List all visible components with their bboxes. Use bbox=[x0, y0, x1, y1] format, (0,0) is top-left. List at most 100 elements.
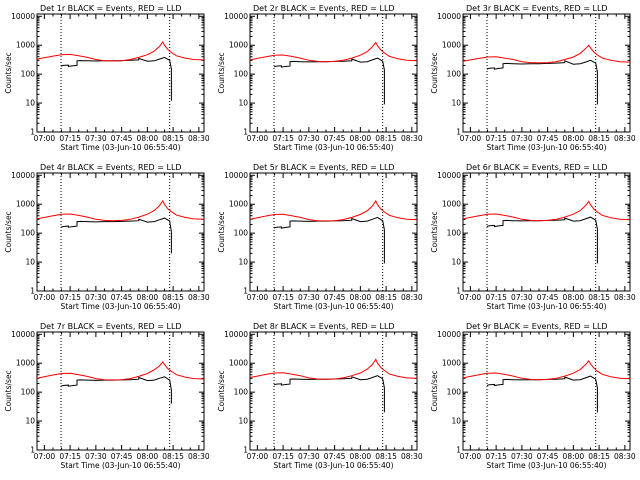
x-tick-label: 08:00 bbox=[350, 452, 372, 461]
x-tick-label: 07:15 bbox=[485, 452, 507, 461]
x-tick-label: 07:30 bbox=[298, 134, 320, 143]
y-axis-label: Counts/sec bbox=[430, 370, 439, 411]
y-axis-label: Counts/sec bbox=[217, 211, 226, 252]
panel-title: Det 5r BLACK = Events, RED = LLD bbox=[253, 163, 395, 172]
y-tick-label: 10 bbox=[451, 258, 461, 267]
y-axis-label: Counts/sec bbox=[217, 370, 226, 411]
x-axis-label: Start Time (03-Jun-10 06:55:40) bbox=[274, 302, 394, 311]
y-tick-label: 100 bbox=[21, 70, 36, 79]
x-tick-label: 08:30 bbox=[188, 293, 210, 302]
y-tick-label: 10000 bbox=[224, 330, 248, 339]
y-tick-label: 10000 bbox=[11, 171, 35, 180]
x-tick-label: 07:30 bbox=[511, 452, 533, 461]
panel-title: Det 6r BLACK = Events, RED = LLD bbox=[466, 163, 608, 172]
x-tick-label: 08:15 bbox=[162, 134, 184, 143]
x-tick-label: 07:00 bbox=[247, 134, 269, 143]
events-series-line bbox=[486, 59, 598, 105]
y-axis-label: Counts/sec bbox=[4, 211, 13, 252]
x-tick-label: 07:15 bbox=[485, 134, 507, 143]
y-tick-label: 1 bbox=[30, 446, 35, 455]
y-tick-label: 100 bbox=[447, 388, 462, 397]
events-series-line bbox=[486, 216, 598, 264]
events-series-line bbox=[486, 375, 598, 413]
x-tick-label: 07:45 bbox=[537, 293, 559, 302]
y-tick-label: 100 bbox=[234, 229, 249, 238]
x-tick-label: 07:00 bbox=[460, 293, 482, 302]
x-tick-label: 08:30 bbox=[401, 452, 423, 461]
x-tick-label: 07:00 bbox=[247, 452, 269, 461]
y-tick-label: 100 bbox=[234, 70, 249, 79]
y-tick-label: 1000 bbox=[442, 200, 461, 209]
y-tick-label: 10000 bbox=[437, 171, 461, 180]
lld-series-line bbox=[249, 358, 418, 380]
y-tick-label: 1 bbox=[243, 128, 248, 137]
y-tick-label: 10 bbox=[238, 258, 248, 267]
x-tick-label: 08:15 bbox=[375, 134, 397, 143]
y-tick-label: 1000 bbox=[229, 359, 248, 368]
lld-series-line bbox=[249, 199, 418, 222]
y-tick-label: 1000 bbox=[229, 200, 248, 209]
y-tick-label: 10 bbox=[238, 417, 248, 426]
x-tick-label: 08:00 bbox=[137, 452, 159, 461]
x-tick-label: 07:00 bbox=[34, 452, 56, 461]
x-tick-label: 07:30 bbox=[298, 293, 320, 302]
x-tick-label: 07:15 bbox=[485, 293, 507, 302]
x-tick-label: 08:15 bbox=[162, 293, 184, 302]
x-tick-label: 08:00 bbox=[563, 452, 585, 461]
y-tick-label: 10 bbox=[451, 417, 461, 426]
lld-series-line bbox=[249, 41, 418, 63]
x-tick-label: 08:15 bbox=[588, 134, 610, 143]
y-axis-label: Counts/sec bbox=[4, 370, 13, 411]
plot-frame bbox=[462, 331, 631, 451]
y-tick-label: 100 bbox=[21, 388, 36, 397]
y-axis-label: Counts/sec bbox=[4, 52, 13, 93]
x-axis-label: Start Time (03-Jun-10 06:55:40) bbox=[487, 143, 607, 152]
x-tick-label: 08:30 bbox=[614, 452, 636, 461]
y-tick-label: 10000 bbox=[11, 330, 35, 339]
x-tick-label: 08:30 bbox=[401, 293, 423, 302]
panel-title: Det 1r BLACK = Events, RED = LLD bbox=[40, 4, 182, 13]
x-tick-label: 07:30 bbox=[85, 452, 107, 461]
chart-panel-8: Det 8r BLACK = Events, RED = LLD 07:00 07:… bbox=[217, 322, 423, 470]
y-tick-label: 10 bbox=[451, 99, 461, 108]
x-tick-label: 08:30 bbox=[614, 134, 636, 143]
x-tick-label: 07:45 bbox=[324, 452, 346, 461]
x-tick-label: 08:15 bbox=[588, 293, 610, 302]
y-tick-label: 1 bbox=[456, 446, 461, 455]
y-tick-label: 10 bbox=[25, 99, 35, 108]
y-tick-label: 100 bbox=[447, 229, 462, 238]
y-tick-label: 1000 bbox=[16, 200, 35, 209]
x-axis-label: Start Time (03-Jun-10 06:55:40) bbox=[61, 143, 181, 152]
x-tick-label: 08:00 bbox=[137, 134, 159, 143]
panel-title: Det 3r BLACK = Events, RED = LLD bbox=[466, 4, 608, 13]
events-series-line bbox=[273, 375, 385, 413]
panel-title: Det 8r BLACK = Events, RED = LLD bbox=[253, 322, 395, 331]
x-tick-label: 08:15 bbox=[375, 293, 397, 302]
x-axis-label: Start Time (03-Jun-10 06:55:40) bbox=[61, 302, 181, 311]
x-tick-label: 08:30 bbox=[401, 134, 423, 143]
x-tick-label: 08:15 bbox=[375, 452, 397, 461]
y-tick-label: 1000 bbox=[229, 41, 248, 50]
y-tick-label: 100 bbox=[21, 229, 36, 238]
events-series-line bbox=[273, 57, 385, 105]
lld-series-line bbox=[462, 200, 631, 222]
x-tick-label: 07:00 bbox=[247, 293, 269, 302]
plot-frame bbox=[36, 331, 205, 451]
y-tick-label: 100 bbox=[447, 70, 462, 79]
y-tick-label: 1 bbox=[456, 128, 461, 137]
x-tick-label: 07:15 bbox=[272, 134, 294, 143]
y-tick-label: 10 bbox=[238, 99, 248, 108]
lld-series-line bbox=[462, 360, 631, 381]
y-tick-label: 10 bbox=[25, 417, 35, 426]
y-tick-label: 1 bbox=[30, 128, 35, 137]
x-tick-label: 07:30 bbox=[85, 293, 107, 302]
y-tick-label: 10000 bbox=[437, 330, 461, 339]
y-tick-label: 1000 bbox=[442, 41, 461, 50]
y-tick-label: 1000 bbox=[16, 359, 35, 368]
x-tick-label: 07:30 bbox=[511, 134, 533, 143]
x-tick-label: 08:15 bbox=[162, 452, 184, 461]
x-tick-label: 07:45 bbox=[324, 134, 346, 143]
y-axis-label: Counts/sec bbox=[430, 211, 439, 252]
